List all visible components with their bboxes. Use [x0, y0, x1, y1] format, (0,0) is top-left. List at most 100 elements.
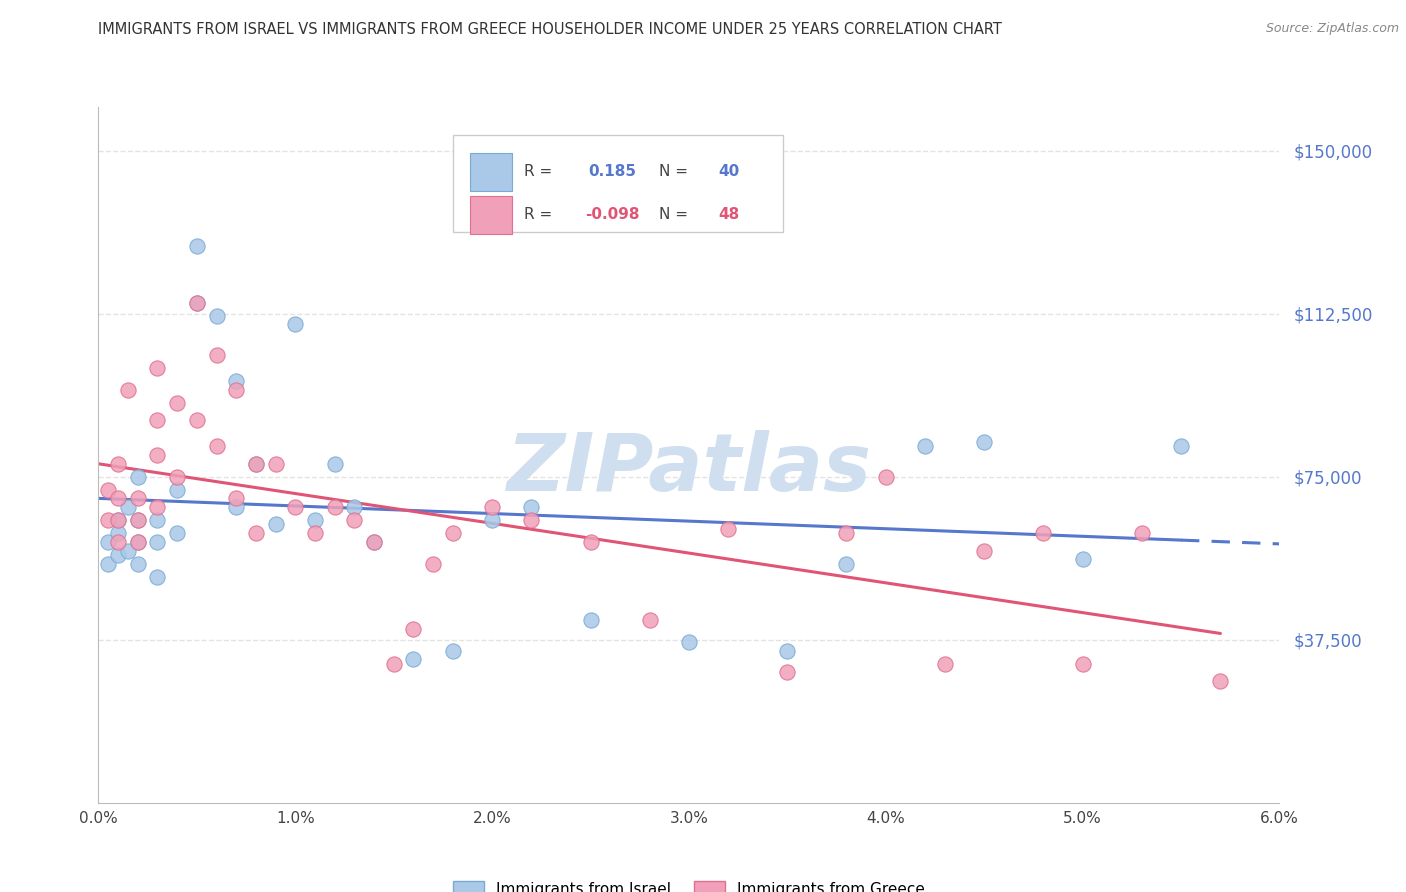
Point — [875, 469, 897, 483]
Point — [146, 500, 169, 514]
Point — [1130, 526, 1153, 541]
Point — [117, 383, 139, 397]
Point — [304, 526, 326, 541]
Point — [481, 500, 503, 514]
Point — [117, 500, 139, 514]
Point — [127, 513, 149, 527]
Point — [402, 652, 425, 666]
Point — [776, 643, 799, 657]
Point — [166, 526, 188, 541]
Text: R =: R = — [523, 164, 557, 179]
Point — [97, 557, 120, 571]
Point — [343, 513, 366, 527]
Point — [146, 361, 169, 376]
Point — [264, 517, 287, 532]
Point — [225, 500, 247, 514]
Text: R =: R = — [523, 207, 557, 222]
Point — [205, 309, 228, 323]
Point — [776, 665, 799, 680]
Point — [481, 513, 503, 527]
Point — [127, 535, 149, 549]
Point — [97, 535, 120, 549]
Point — [1032, 526, 1054, 541]
Point — [973, 543, 995, 558]
Point — [678, 635, 700, 649]
Point — [835, 526, 858, 541]
Point — [166, 483, 188, 497]
Point — [284, 500, 307, 514]
Point — [107, 535, 129, 549]
Point — [146, 570, 169, 584]
Point — [186, 295, 208, 310]
Point — [441, 643, 464, 657]
Text: N =: N = — [659, 207, 693, 222]
Point — [402, 622, 425, 636]
Point — [127, 535, 149, 549]
Text: -0.098: -0.098 — [585, 207, 640, 222]
Point — [205, 348, 228, 362]
Point — [245, 457, 267, 471]
Text: Source: ZipAtlas.com: Source: ZipAtlas.com — [1265, 22, 1399, 36]
Point — [579, 535, 602, 549]
Point — [166, 396, 188, 410]
Point — [97, 483, 120, 497]
Point — [146, 513, 169, 527]
Text: 48: 48 — [718, 207, 740, 222]
Point — [638, 613, 661, 627]
Point — [520, 500, 543, 514]
Point — [441, 526, 464, 541]
Point — [382, 657, 405, 671]
Point — [245, 457, 267, 471]
Point — [1170, 439, 1192, 453]
Point — [107, 513, 129, 527]
Point — [835, 557, 858, 571]
Point — [363, 535, 385, 549]
Point — [323, 500, 346, 514]
Point — [717, 522, 740, 536]
Point — [579, 613, 602, 627]
Point — [107, 526, 129, 541]
Point — [127, 513, 149, 527]
Point — [520, 513, 543, 527]
Point — [97, 513, 120, 527]
Point — [146, 448, 169, 462]
Text: 0.185: 0.185 — [589, 164, 637, 179]
Point — [973, 434, 995, 449]
Point — [146, 413, 169, 427]
Point — [284, 318, 307, 332]
Point — [127, 491, 149, 506]
Point — [323, 457, 346, 471]
Point — [1071, 552, 1094, 566]
Point — [107, 513, 129, 527]
FancyBboxPatch shape — [471, 153, 512, 191]
FancyBboxPatch shape — [471, 195, 512, 234]
Text: 40: 40 — [718, 164, 740, 179]
Point — [1209, 674, 1232, 689]
Text: N =: N = — [659, 164, 693, 179]
Point — [934, 657, 956, 671]
Point — [107, 491, 129, 506]
Point — [205, 439, 228, 453]
Point — [186, 239, 208, 253]
Point — [343, 500, 366, 514]
Point — [186, 295, 208, 310]
FancyBboxPatch shape — [453, 135, 783, 232]
Point — [225, 374, 247, 388]
Point — [225, 491, 247, 506]
Point — [245, 526, 267, 541]
Legend: Immigrants from Israel, Immigrants from Greece: Immigrants from Israel, Immigrants from … — [446, 873, 932, 892]
Point — [127, 557, 149, 571]
Point — [225, 383, 247, 397]
Point — [117, 543, 139, 558]
Text: ZIPatlas: ZIPatlas — [506, 430, 872, 508]
Point — [166, 469, 188, 483]
Text: IMMIGRANTS FROM ISRAEL VS IMMIGRANTS FROM GREECE HOUSEHOLDER INCOME UNDER 25 YEA: IMMIGRANTS FROM ISRAEL VS IMMIGRANTS FRO… — [98, 22, 1002, 37]
Point — [1071, 657, 1094, 671]
Point — [127, 469, 149, 483]
Point — [914, 439, 936, 453]
Point — [146, 535, 169, 549]
Point — [304, 513, 326, 527]
Point — [107, 457, 129, 471]
Point — [422, 557, 444, 571]
Point — [107, 548, 129, 562]
